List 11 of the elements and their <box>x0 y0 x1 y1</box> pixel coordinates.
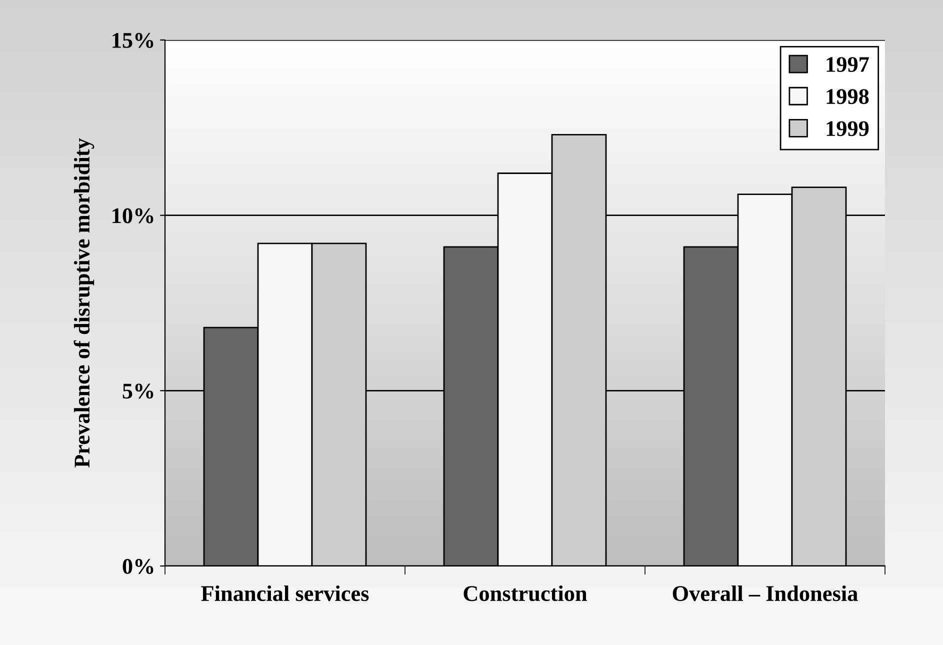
y-tick-label: 5% <box>122 384 154 399</box>
y-axis-title: Prevalence of disruptive morbidity <box>74 138 94 468</box>
y-tick-label: 10% <box>112 208 154 224</box>
x-tick-label: Overall – Indonesia <box>672 585 858 602</box>
x-tick-label: Financial services <box>201 585 369 602</box>
legend-label: 1998 <box>826 89 869 104</box>
x-tick-label: Construction <box>464 585 588 602</box>
legend-label: 1997 <box>826 57 869 72</box>
y-tick-label: 0% <box>122 558 154 574</box>
y-tick-label: 15% <box>112 32 154 48</box>
legend-label: 1999 <box>826 121 869 136</box>
